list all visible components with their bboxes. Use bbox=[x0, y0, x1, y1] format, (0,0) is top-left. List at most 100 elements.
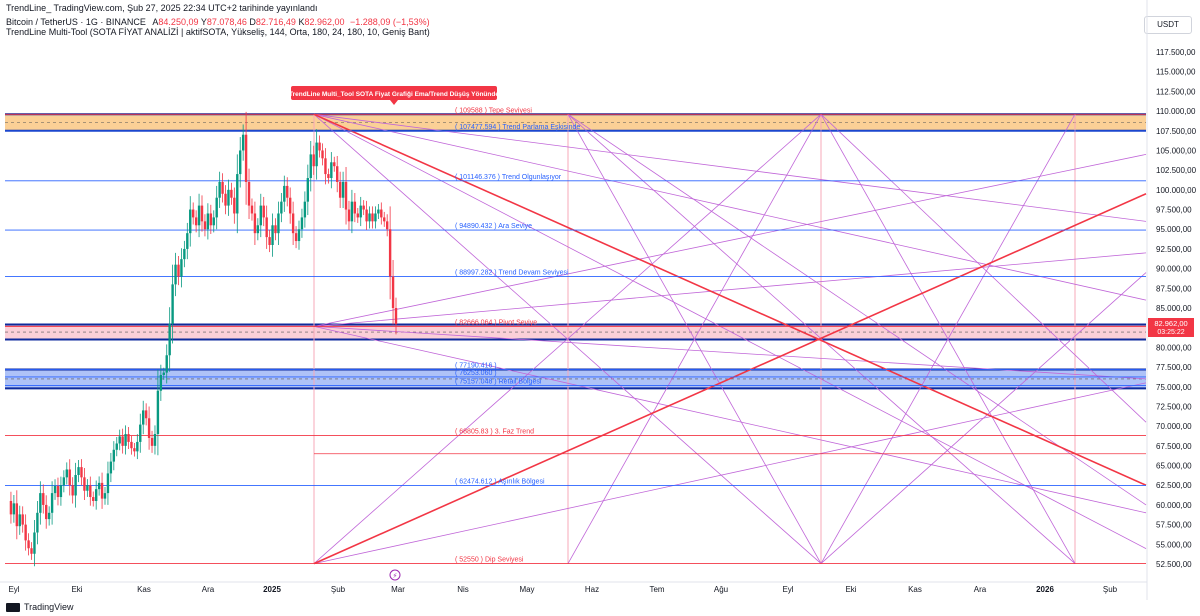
lightning-icon-circle bbox=[389, 569, 401, 581]
price-tick-label: 70.000,00 bbox=[1156, 422, 1192, 431]
annotation-text: TrendLine Multi_Tool SOTA Fiyat Grafiği … bbox=[289, 91, 499, 98]
candle-body bbox=[130, 441, 133, 449]
fan-line bbox=[567, 114, 1076, 564]
trend-diagonal bbox=[313, 113, 1147, 486]
level-label: ( 82666.064 ) Pivot Seviye bbox=[455, 319, 537, 326]
candle-body bbox=[277, 213, 280, 234]
chart-area[interactable]: ( 109588 ) Tepe Seviyesi ( 107477.594 ) T… bbox=[0, 0, 1200, 600]
candle-body bbox=[336, 166, 339, 182]
candle-body bbox=[47, 512, 51, 520]
symbol-info[interactable]: Bitcoin / TetherUS · 1G · BINANCE bbox=[6, 17, 146, 27]
candle-body bbox=[280, 201, 283, 214]
indicator-legend[interactable]: TrendLine Multi-Tool (SOTA FİYAT ANALİZİ… bbox=[6, 27, 430, 37]
price-tick-label: 90.000,00 bbox=[1156, 265, 1192, 274]
price-tick-label: 77.500,00 bbox=[1156, 363, 1192, 372]
fan-line bbox=[313, 114, 822, 564]
candle-body bbox=[368, 213, 371, 222]
candle-body bbox=[297, 229, 301, 242]
event-marker[interactable]: ⚡ bbox=[389, 569, 401, 581]
open-value: 84.250,09 bbox=[158, 17, 199, 27]
candle-body bbox=[30, 548, 33, 554]
candle-body bbox=[147, 418, 151, 438]
candles bbox=[9, 111, 398, 567]
price-tick-label: 92.500,00 bbox=[1156, 245, 1192, 254]
candle-body bbox=[394, 308, 398, 325]
price-tick-label: 57.500,00 bbox=[1156, 521, 1192, 530]
candle-body bbox=[265, 217, 268, 238]
time-tick-label: 2026 bbox=[1036, 585, 1054, 594]
time-tick-label: Nis bbox=[457, 585, 469, 594]
price-tick-label: 62.500,00 bbox=[1156, 481, 1192, 490]
candle-body bbox=[221, 181, 224, 194]
level-label: ( 88997.282 ) Trend Devam Seviyesi bbox=[455, 270, 569, 277]
candle-body bbox=[59, 485, 63, 498]
candle-body bbox=[309, 154, 312, 179]
low-label: D bbox=[249, 17, 256, 27]
horizontal-levels bbox=[5, 113, 1146, 565]
tradingview-logo-icon bbox=[6, 602, 20, 612]
time-tick-label: 2025 bbox=[263, 585, 281, 594]
candle-body bbox=[94, 489, 98, 501]
candle-body bbox=[321, 150, 324, 159]
candle-body bbox=[27, 540, 30, 549]
candle-body bbox=[315, 142, 318, 167]
candle-body bbox=[247, 181, 251, 206]
candle-body bbox=[100, 482, 104, 499]
candle-body bbox=[344, 181, 348, 210]
candle-body bbox=[200, 205, 204, 222]
candle-body bbox=[371, 213, 374, 222]
candle-body bbox=[18, 514, 21, 527]
tradingview-logo[interactable]: TradingView bbox=[6, 602, 74, 612]
candle-body bbox=[380, 209, 383, 218]
candle-body bbox=[209, 213, 213, 226]
symbol-ohlc-line[interactable]: Bitcoin / TetherUS · 1G · BINANCE A84.25… bbox=[6, 17, 430, 27]
fan-line bbox=[313, 113, 1147, 301]
candle-body bbox=[136, 441, 139, 452]
candle-body bbox=[42, 493, 45, 505]
level-label: ( 77190.416 ) bbox=[455, 363, 497, 370]
price-tick-label: 110.000,00 bbox=[1156, 107, 1196, 116]
high-label: Y bbox=[200, 17, 207, 27]
annotation-callout[interactable]: TrendLine Multi_Tool SOTA Fiyat Grafiği … bbox=[289, 86, 499, 105]
low-value: 82.716,49 bbox=[255, 17, 296, 27]
candle-body bbox=[338, 181, 342, 198]
candle-body bbox=[241, 134, 245, 151]
time-tick-label: Haz bbox=[585, 585, 599, 594]
open-label: A bbox=[152, 17, 159, 27]
price-tick-label: 107.500,00 bbox=[1156, 127, 1197, 136]
price-tick-label: 75.000,00 bbox=[1156, 383, 1192, 392]
candle-body bbox=[327, 174, 330, 179]
candle-body bbox=[86, 485, 89, 491]
currency-button[interactable]: USDT bbox=[1144, 16, 1192, 34]
candle-body bbox=[377, 209, 380, 214]
price-tick-label: 112.500,00 bbox=[1156, 87, 1196, 96]
candle-body bbox=[388, 229, 392, 277]
time-axis[interactable]: Eyl Eki Kas Ara 2025 Şub Mar Nis May Haz Tem Ağu Eyl… bbox=[8, 585, 1117, 594]
candle-body bbox=[227, 189, 230, 206]
candle-body bbox=[106, 473, 110, 494]
time-tick-label: May bbox=[519, 585, 534, 594]
candle-body bbox=[12, 503, 16, 515]
level-label: ( 52550 ) Dip Seviyesi bbox=[455, 557, 524, 564]
candle-body bbox=[109, 461, 113, 474]
candle-body bbox=[153, 434, 157, 446]
time-tick-label: Tem bbox=[649, 585, 664, 594]
fan-line bbox=[820, 114, 1076, 564]
candle-body bbox=[233, 197, 236, 214]
price-axis[interactable]: 117.500,00 115.000,00 112.500,00 110.000,00… bbox=[1156, 48, 1197, 569]
candle-body bbox=[236, 174, 239, 214]
candle-body bbox=[162, 372, 165, 375]
last-price-label: 82.962,00 bbox=[1154, 319, 1187, 328]
candle-body bbox=[36, 512, 39, 533]
candle-body bbox=[324, 158, 327, 175]
fan-line bbox=[313, 113, 1147, 549]
trend-diagonal bbox=[313, 193, 1147, 565]
fan-line bbox=[313, 325, 1147, 380]
last-price-box bbox=[1148, 318, 1194, 337]
candle-body bbox=[139, 424, 142, 442]
candle-body bbox=[180, 259, 183, 277]
price-tick-label: 105.000,00 bbox=[1156, 146, 1197, 155]
candle-body bbox=[171, 284, 174, 324]
candle-body bbox=[45, 504, 48, 520]
published-line: TrendLine_ TradingView.com, Şub 27, 2025… bbox=[6, 3, 318, 13]
